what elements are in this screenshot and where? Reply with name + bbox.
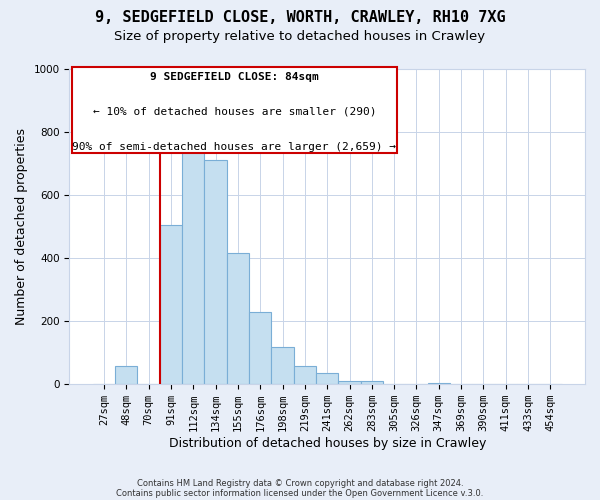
Bar xyxy=(271,348,294,384)
Bar xyxy=(316,373,338,384)
Text: Contains HM Land Registry data © Crown copyright and database right 2024.: Contains HM Land Registry data © Crown c… xyxy=(137,478,463,488)
Bar xyxy=(338,381,361,384)
Text: 90% of semi-detached houses are larger (2,659) →: 90% of semi-detached houses are larger (… xyxy=(73,142,397,152)
Text: 9, SEDGEFIELD CLOSE, WORTH, CRAWLEY, RH10 7XG: 9, SEDGEFIELD CLOSE, WORTH, CRAWLEY, RH1… xyxy=(95,10,505,25)
Text: Size of property relative to detached houses in Crawley: Size of property relative to detached ho… xyxy=(115,30,485,43)
FancyBboxPatch shape xyxy=(72,68,397,152)
Bar xyxy=(361,381,383,384)
Bar xyxy=(205,160,227,384)
Bar xyxy=(115,366,137,384)
Y-axis label: Number of detached properties: Number of detached properties xyxy=(15,128,28,325)
X-axis label: Distribution of detached houses by size in Crawley: Distribution of detached houses by size … xyxy=(169,437,486,450)
Bar xyxy=(249,312,271,384)
Text: ← 10% of detached houses are smaller (290): ← 10% of detached houses are smaller (29… xyxy=(92,107,376,117)
Bar xyxy=(160,225,182,384)
Text: 9 SEDGEFIELD CLOSE: 84sqm: 9 SEDGEFIELD CLOSE: 84sqm xyxy=(150,72,319,82)
Bar xyxy=(182,126,205,384)
Text: Contains public sector information licensed under the Open Government Licence v.: Contains public sector information licen… xyxy=(116,488,484,498)
Bar xyxy=(294,366,316,384)
Bar xyxy=(227,254,249,384)
Bar xyxy=(428,382,450,384)
